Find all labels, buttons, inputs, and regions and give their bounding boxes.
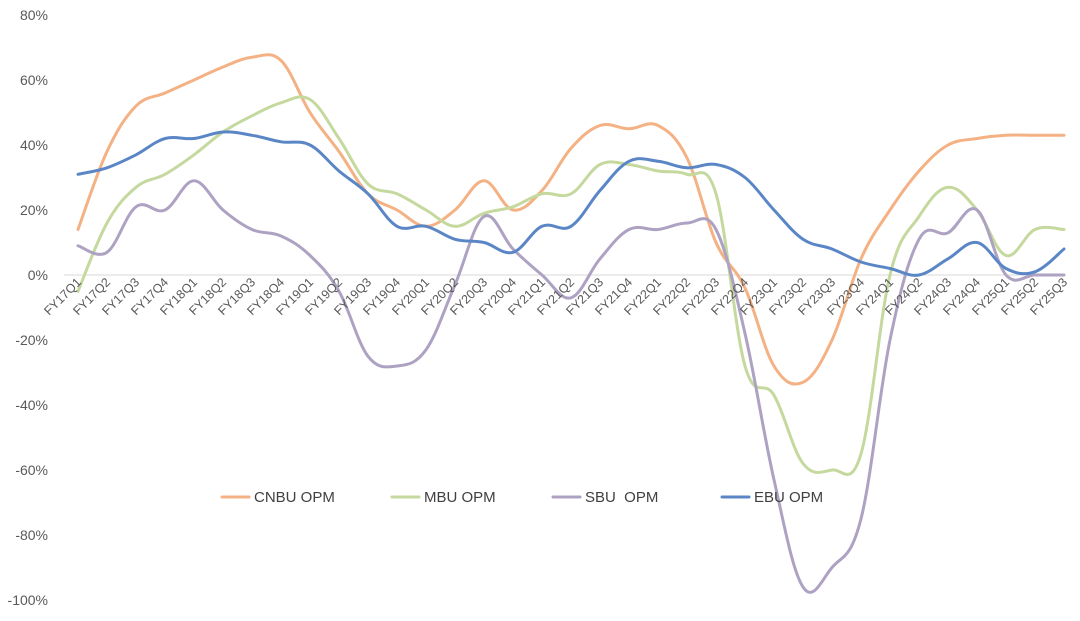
y-axis-ticks: 80% 60% 40% 20% 0% -20% -40% -60% -80% -100% xyxy=(8,7,48,608)
legend-label: SBU OPM xyxy=(585,489,658,506)
series-line-mbu xyxy=(76,95,1066,476)
legend-label: CNBU OPM xyxy=(254,489,335,506)
legend: CNBU OPM MBU OPM SBU OPM EBU OPM xyxy=(220,489,823,506)
y-tick-label: -100% xyxy=(8,592,48,608)
series-line-sbu xyxy=(76,179,1066,594)
y-tick-label: 80% xyxy=(20,7,48,23)
series-line-ebu xyxy=(76,130,1066,277)
y-tick-label: 40% xyxy=(20,137,48,153)
legend-label: MBU OPM xyxy=(424,489,496,506)
y-tick-label: -60% xyxy=(15,462,48,478)
y-tick-label: -40% xyxy=(15,397,48,413)
legend-label: EBU OPM xyxy=(754,489,823,506)
y-tick-label: -80% xyxy=(15,527,48,543)
y-tick-label: 60% xyxy=(20,72,48,88)
series-line-cnbu xyxy=(76,53,1066,386)
y-tick-label: -20% xyxy=(15,332,48,348)
series-lines xyxy=(76,53,1066,594)
y-tick-label: 0% xyxy=(28,267,48,283)
y-tick-label: 20% xyxy=(20,202,48,218)
x-axis-ticks: FY17Q1FY17Q2FY17Q3FY17Q4FY18Q1FY18Q2FY18… xyxy=(41,275,1070,318)
